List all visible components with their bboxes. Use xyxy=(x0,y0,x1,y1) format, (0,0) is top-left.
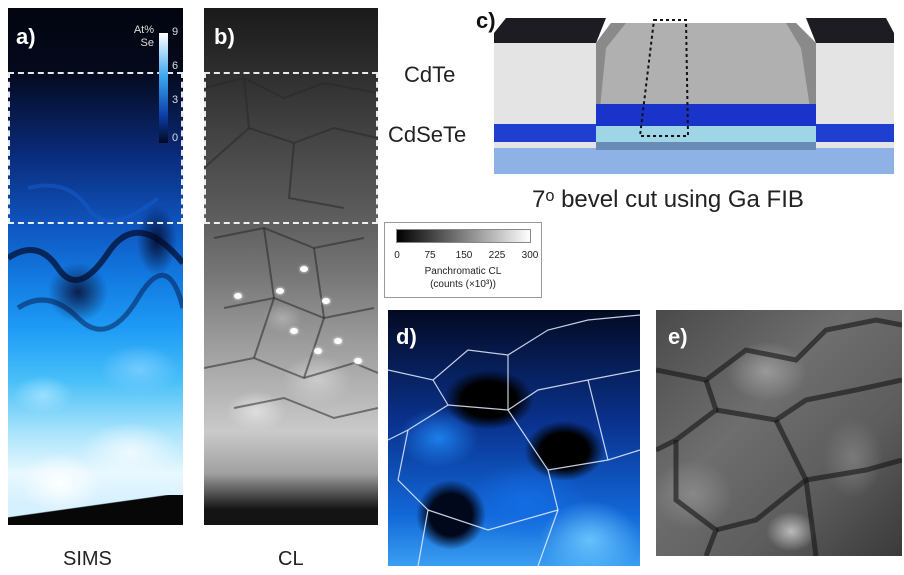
panel-label-d: d) xyxy=(396,324,417,349)
cl-zoom-panel: e) xyxy=(656,310,902,556)
bright-cl-spot xyxy=(300,266,308,272)
cl-colorbar-title: Panchromatic CL xyxy=(424,266,502,277)
region-of-interest xyxy=(204,72,378,224)
bright-cl-spot xyxy=(234,293,242,299)
bevel-schematic-panel: c) xyxy=(476,8,900,190)
cl-colorbar-tick: 0 xyxy=(394,250,400,261)
region-of-interest xyxy=(8,72,183,224)
se-colorbar xyxy=(159,33,168,143)
panel-label-b: b) xyxy=(214,24,235,49)
panel-label-e: e) xyxy=(668,324,688,349)
colorbar-label: At% Se xyxy=(120,24,154,50)
grain-boundaries xyxy=(656,317,902,556)
cl-colorbar-tick: 300 xyxy=(521,250,539,261)
bevel-schematic xyxy=(494,18,894,174)
colorbar-label-line1: At% xyxy=(133,24,154,36)
cl-colorbar-legend: 0 75 150 225 300 Panchromatic CL (counts… xyxy=(384,222,542,298)
colorbar-tick: 6 xyxy=(172,60,179,72)
sample-edge xyxy=(8,495,183,525)
cl-panel: b) xyxy=(204,8,378,525)
colorbar-tick: 3 xyxy=(172,94,179,106)
cdsete-label: CdSeTe xyxy=(388,122,467,147)
cl-colorbar-tick: 150 xyxy=(455,250,473,261)
bright-cl-spot xyxy=(314,348,322,354)
colorbar-label-line2: Se xyxy=(140,37,154,49)
bright-cl-spot xyxy=(276,288,284,294)
caption-sims: SIMS xyxy=(63,548,112,570)
se-distribution-texture xyxy=(8,183,183,332)
caption-cl: CL xyxy=(278,548,304,570)
sims-zoom-panel: d) xyxy=(388,310,640,566)
cl-colorbar-tick: 75 xyxy=(424,250,436,261)
bright-cl-spot xyxy=(354,358,362,364)
panel-label-a: a) xyxy=(16,24,36,49)
cl-colorbar-units: (counts (×10³)) xyxy=(430,279,496,290)
bright-cl-spot xyxy=(334,338,342,344)
grain-boundary-overlay xyxy=(388,314,640,566)
cl-colorbar xyxy=(396,229,531,243)
sims-panel: a) At% Se 9 6 3 0 xyxy=(8,8,183,525)
bright-cl-spot xyxy=(290,328,298,334)
cl-colorbar-tick: 225 xyxy=(488,250,506,261)
colorbar-tick: 0 xyxy=(172,132,179,144)
colorbar-tick: 9 xyxy=(172,26,179,38)
grain-boundaries xyxy=(204,76,378,420)
cdte-label: CdTe xyxy=(404,62,456,87)
bright-cl-spot xyxy=(322,298,330,304)
panel-label-c: c) xyxy=(476,8,496,33)
bevel-caption: 7ᵒ bevel cut using Ga FIB xyxy=(532,186,804,213)
